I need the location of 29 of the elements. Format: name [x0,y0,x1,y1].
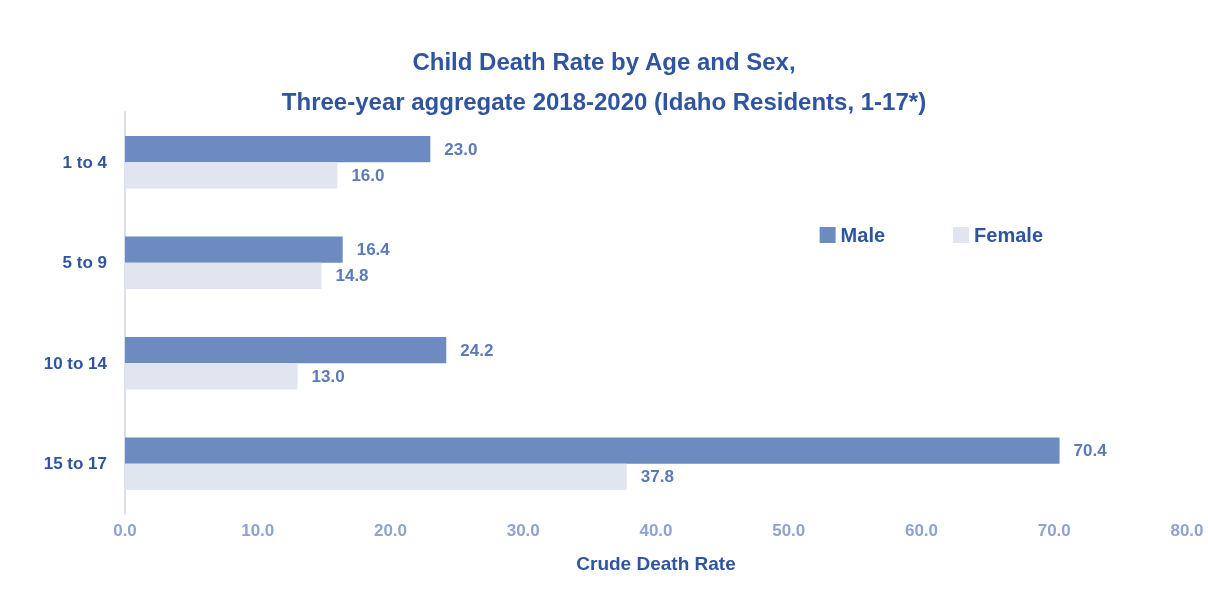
y-tick-label: 10 to 14 [43,353,108,373]
data-label: 16.0 [351,165,385,185]
x-tick-label: 40.0 [639,521,673,540]
x-tick-label: 20.0 [373,521,408,540]
data-label: 14.8 [335,266,369,286]
x-tick-label: 70.0 [1037,521,1071,540]
x-tick-label: 0.0 [113,521,137,540]
legend-label: Female [974,224,1044,246]
data-label: 23.0 [444,139,478,159]
x-tick-label: 80.0 [1170,521,1204,540]
bar [125,437,1060,464]
data-label: 13.0 [311,366,345,386]
x-tick-label: 60.0 [904,521,939,540]
legend-label: Male [840,224,886,246]
bar [125,337,447,364]
data-label: 16.4 [356,240,391,260]
bar [125,236,343,263]
y-tick-label: 1 to 4 [62,152,108,172]
data-label: 24.2 [460,340,494,360]
data-label: 37.8 [640,467,674,487]
chart-title: Child Death Rate by Age and Sex, Three-year aggregate 2018-2020 (Idaho Residents, 1-17*) [281,47,927,115]
data-label: 70.4 [1073,441,1108,461]
x-tick-label: 10.0 [241,521,275,540]
y-tick-label: 5 to 9 [62,253,107,273]
x-axis-title: Crude Death Rate [576,553,736,574]
x-tick-label: 50.0 [772,521,806,540]
x-tick-label: 30.0 [506,521,540,540]
bar [125,136,431,163]
y-tick-label: 15 to 17 [43,454,107,474]
